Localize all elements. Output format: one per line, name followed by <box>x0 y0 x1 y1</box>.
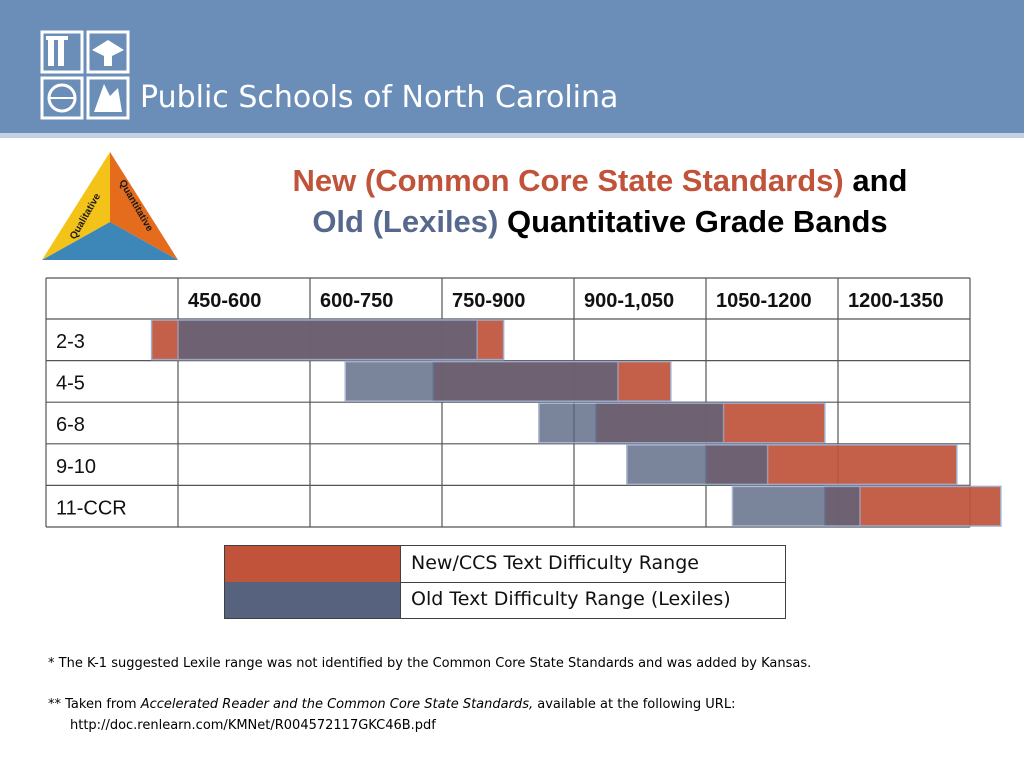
bar-old-lexile <box>731 485 861 527</box>
legend-row-new: New/CCS Text Difficulty Range <box>225 546 785 583</box>
header-title: Public Schools of North Carolina <box>140 80 619 115</box>
footnote-k1: * The K-1 suggested Lexile range was not… <box>48 656 812 671</box>
footnote-url: http://doc.renlearn.com/KMNet/R004572117… <box>70 718 436 733</box>
title-new-ccss: New (Common Core State Standards) <box>292 163 844 198</box>
row-label: 11-CCR <box>56 497 127 519</box>
footnote-source-suffix: available at the following URL: <box>533 697 736 712</box>
column-header: 1200-1350 <box>848 290 944 312</box>
row-label: 6-8 <box>56 414 85 436</box>
legend-swatch-new <box>225 546 401 582</box>
row-label: 9-10 <box>56 456 96 478</box>
grade-band-chart: 450-600 600-750 750-900 900-1,050 1050-1200 1… <box>45 277 1002 528</box>
triangle-quantitative-segment <box>110 152 178 260</box>
column-header: 750-900 <box>452 290 525 312</box>
bar-old-lexile <box>344 360 619 402</box>
bar-old-lexile <box>626 444 769 486</box>
column-header: 600-750 <box>320 290 393 312</box>
title-old-lexiles: Old (Lexiles) <box>312 204 499 239</box>
text-complexity-triangle-icon: Qualitative Quantitative <box>42 152 178 260</box>
legend-row-old: Old Text Difficulty Range (Lexiles) <box>225 582 785 618</box>
title-grade-bands: Quantitative Grade Bands <box>498 204 888 239</box>
bar-old-lexile <box>177 319 478 361</box>
footnote-source: ** Taken from Accelerated Reader and the… <box>48 697 735 712</box>
legend-label-new: New/CCS Text Difficulty Range <box>411 552 699 574</box>
header-band: Public Schools of North Carolina <box>0 0 1024 138</box>
legend-swatch-old <box>225 582 401 618</box>
grade-band-chart-svg: 450-600 600-750 750-900 900-1,050 1050-1200 1… <box>45 277 1002 528</box>
footnote-source-title: Accelerated Reader and the Common Core S… <box>140 697 534 712</box>
triangle-qualitative-segment <box>42 152 110 260</box>
row-label: 2-3 <box>56 331 85 353</box>
footnote-source-prefix: ** Taken from <box>48 697 141 712</box>
chart-legend: New/CCS Text Difficulty Range Old Text D… <box>224 545 786 619</box>
legend-label-old: Old Text Difficulty Range (Lexiles) <box>411 588 731 610</box>
column-header: 900-1,050 <box>584 290 674 312</box>
column-header: 450-600 <box>188 290 261 312</box>
slide-title: New (Common Core State Standards) and Ol… <box>220 160 980 242</box>
row-label: 4-5 <box>56 373 85 395</box>
logo-icon <box>40 30 130 120</box>
column-header: 1050-1200 <box>716 290 812 312</box>
bar-old-lexile <box>538 402 725 444</box>
title-and: and <box>843 163 908 198</box>
triangle-reader-segment <box>42 222 178 260</box>
